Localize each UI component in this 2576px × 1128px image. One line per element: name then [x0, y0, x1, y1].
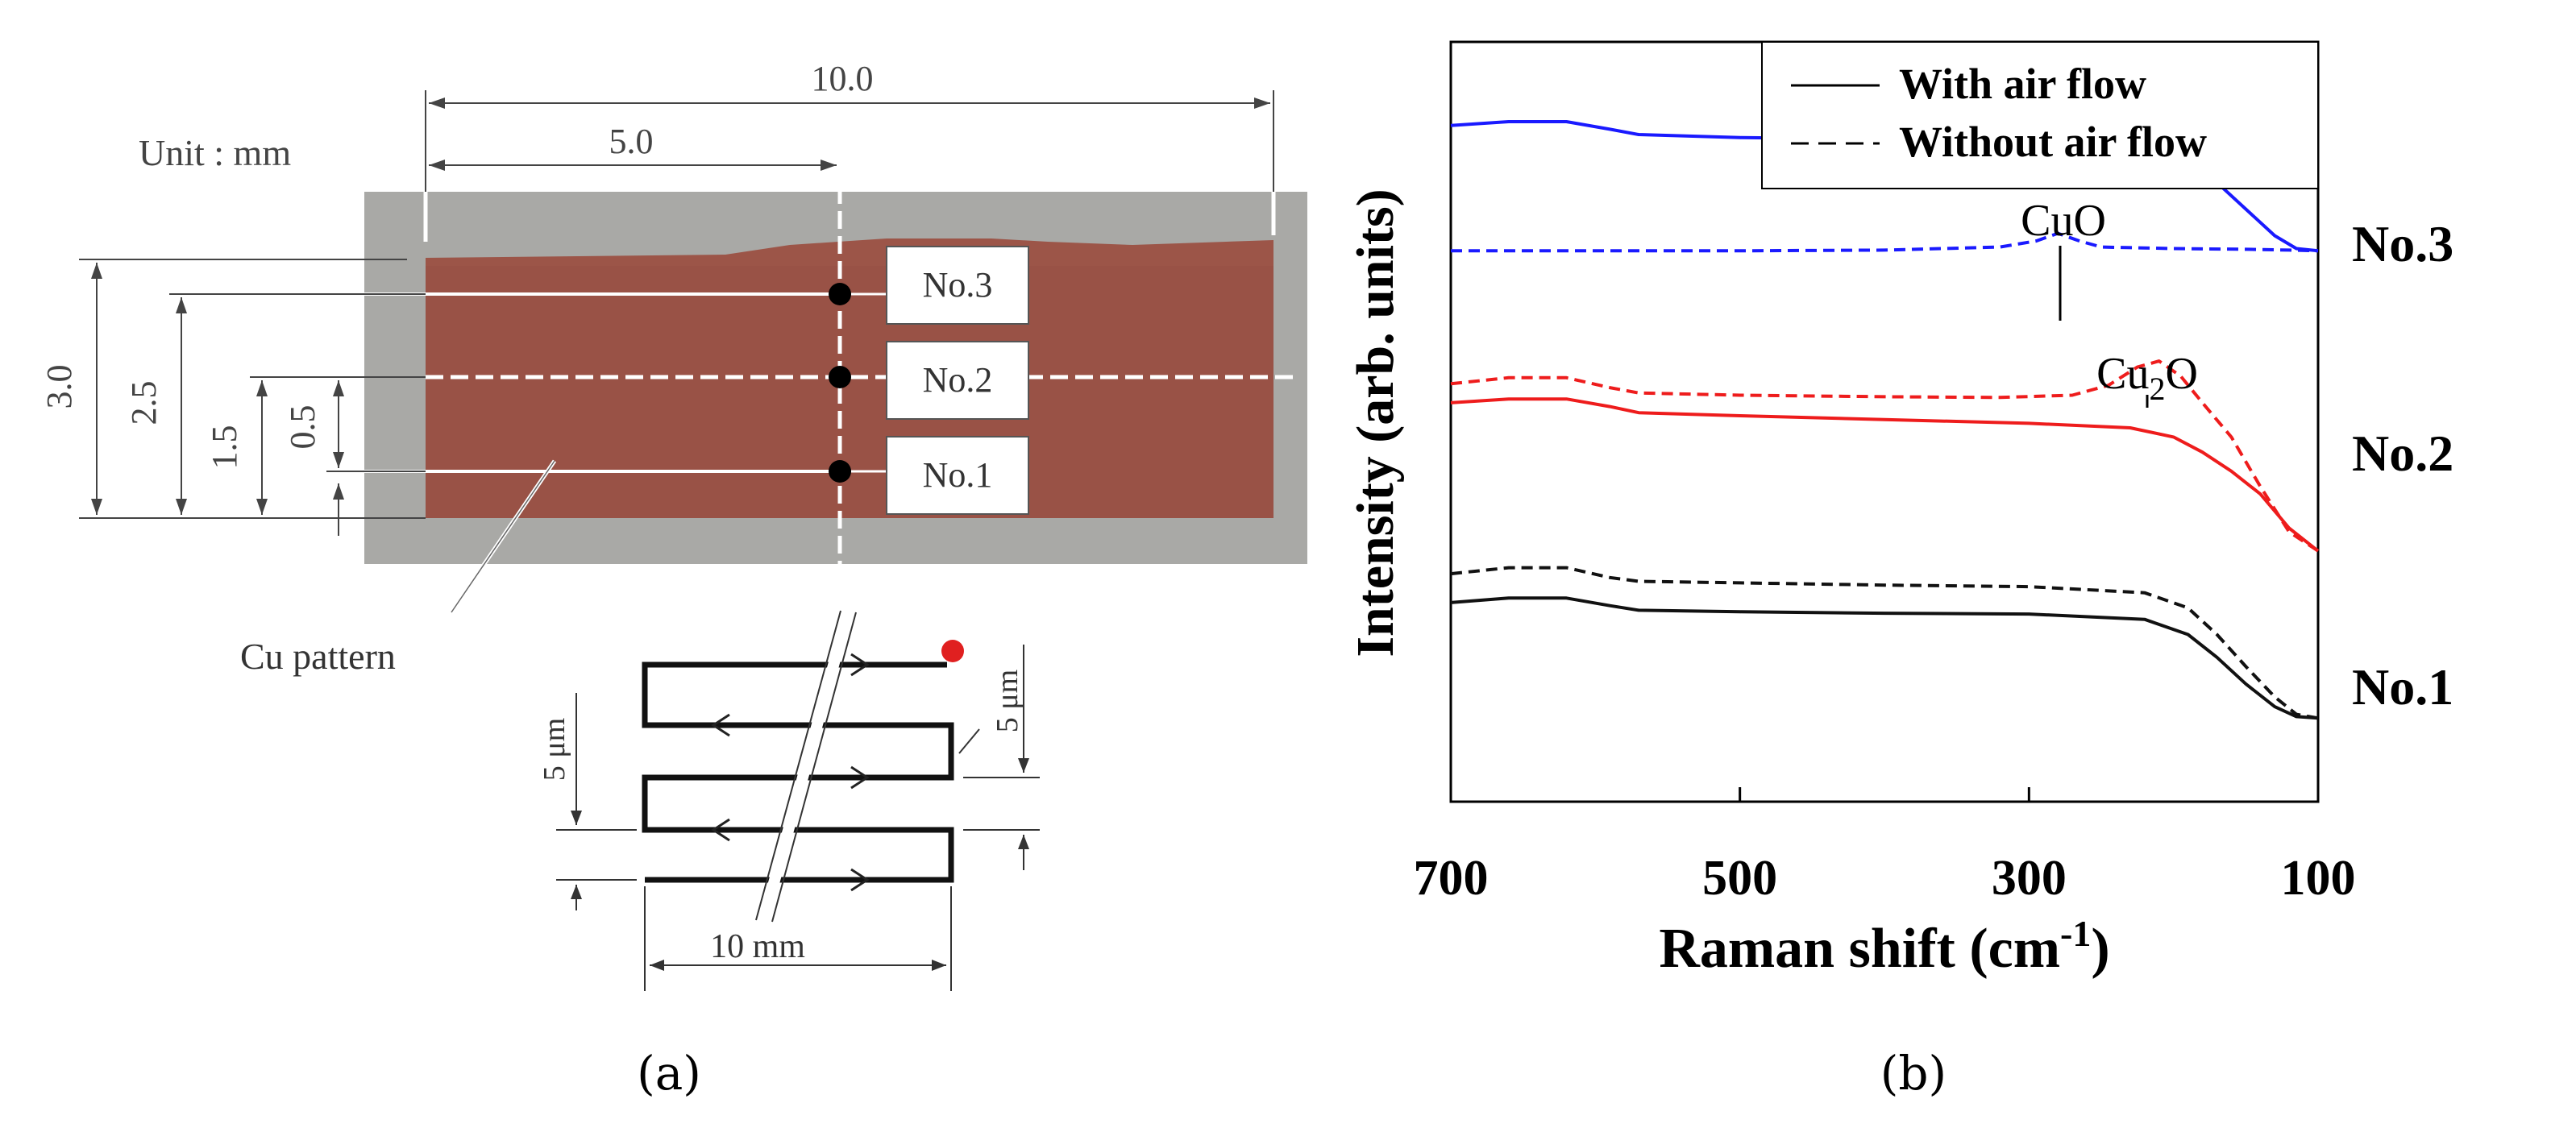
- series-no2-dashed: [1450, 359, 2320, 553]
- dim-3-label: 3.0: [39, 365, 79, 409]
- legend-box: [1761, 41, 2319, 189]
- panel-a-label: (a): [637, 1046, 701, 1101]
- break-line-right: [771, 612, 857, 923]
- x-tick-label-300: 300: [1992, 851, 2067, 906]
- left-dimension-arrows: [91, 263, 344, 515]
- point-no3-marker: [829, 283, 851, 305]
- break-line-left: [755, 610, 841, 921]
- x-tick-label-500: 500: [1702, 851, 1777, 906]
- panel-a: 10.0 5.0 Unit : mm: [39, 59, 1307, 1101]
- legend-without-air-flow: Without air flow: [1899, 118, 2207, 166]
- panel-b-label: (b): [1880, 1046, 1947, 1101]
- meander-width-label: 10 mm: [710, 928, 805, 965]
- series-no3-dashed: [1451, 231, 2319, 253]
- cu-pattern-label: Cu pattern: [240, 636, 396, 677]
- dim-5-arrow-right: [821, 160, 837, 171]
- meander-start-marker: [941, 640, 964, 662]
- meander-pitch-right-label: 5 μm: [991, 670, 1024, 732]
- x-tick-label-700: 700: [1414, 851, 1489, 906]
- meander-dimensions: [556, 645, 1040, 991]
- cu2o-annotation: Cu2O: [2096, 349, 2198, 407]
- break-gap: [758, 611, 854, 920]
- dim-10-arrow-left: [429, 97, 445, 109]
- dim-0-5-label: 0.5: [283, 405, 322, 450]
- meander-pitch-left-label: 5 μm: [538, 718, 571, 781]
- plot-series: [1450, 120, 2320, 720]
- dim-1-5-label: 1.5: [205, 425, 244, 470]
- legend-with-air-flow: With air flow: [1899, 60, 2146, 108]
- point-no1-marker: [829, 460, 851, 483]
- series-no1-dashed: [1450, 566, 2319, 720]
- point-no2-marker: [829, 366, 851, 388]
- no1-label: No.1: [923, 455, 993, 495]
- peak-annotations: CuO Cu2O: [2021, 196, 2198, 408]
- x-tick-label-100: 100: [2281, 851, 2356, 906]
- y-axis-label: Intensity (arb. units): [1346, 189, 1405, 657]
- panel-b: 700 500 300 100 With air flow Without air f…: [1346, 40, 2453, 1101]
- copper-texture: [426, 266, 1273, 518]
- meander-flow-arrows: [711, 653, 870, 892]
- unit-label: Unit : mm: [139, 132, 291, 173]
- no3-label: No.3: [923, 265, 993, 305]
- cuo-annotation: CuO: [2021, 196, 2106, 246]
- meander-diagram: [642, 661, 954, 883]
- legend: With air flow Without air flow: [1761, 41, 2319, 189]
- no2-label: No.2: [923, 360, 993, 400]
- no3-label-box: [886, 246, 1029, 325]
- plot-ticks: 700 500 300 100: [1414, 787, 2356, 906]
- no2-label-box: [886, 341, 1029, 420]
- meander-dimension-arrows: [571, 758, 1029, 971]
- plot-label-no3: No.3: [2352, 215, 2453, 272]
- dim-10-label: 10.0: [812, 59, 874, 98]
- series-no1-solid: [1450, 596, 2319, 720]
- no1-label-box: [886, 436, 1029, 515]
- plot-label-no2: No.2: [2352, 425, 2453, 482]
- x-axis-label: Raman shift (cm-1): [1659, 913, 2109, 980]
- dim-5-arrow-left: [429, 160, 445, 171]
- dim-10-arrow-right: [1254, 97, 1270, 109]
- series-no2-solid: [1450, 397, 2320, 553]
- dim-2-5-label: 2.5: [124, 381, 164, 425]
- dim-5-label: 5.0: [609, 122, 654, 161]
- cu-pattern-leader-outline: [451, 460, 555, 613]
- plot-label-no1: No.1: [2352, 658, 2453, 715]
